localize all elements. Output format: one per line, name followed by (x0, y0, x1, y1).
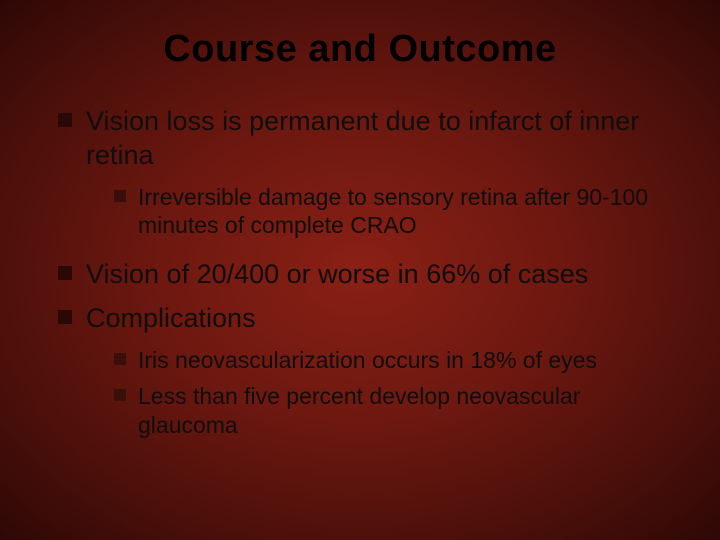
bullet-item: Vision loss is permanent due to infarct … (48, 105, 672, 173)
sub-bullet-item: Less than five percent develop neovascul… (48, 382, 672, 440)
bullet-text: Irreversible damage to sensory retina af… (138, 183, 672, 241)
square-bullet-icon (114, 190, 126, 202)
bullet-text: Less than five percent develop neovascul… (138, 382, 672, 440)
square-bullet-icon (58, 113, 72, 127)
bullet-item: Complications (48, 302, 672, 336)
sub-bullet-item: Iris neovascularization occurs in 18% of… (48, 346, 672, 375)
slide-title: Course and Outcome (48, 28, 672, 71)
bullet-item: Vision of 20/400 or worse in 66% of case… (48, 258, 672, 292)
bullet-text: Iris neovascularization occurs in 18% of… (138, 346, 597, 375)
square-bullet-icon (114, 389, 126, 401)
sub-bullet-item: Irreversible damage to sensory retina af… (48, 183, 672, 241)
bullet-text: Complications (86, 302, 256, 336)
square-bullet-icon (114, 353, 126, 365)
bullet-text: Vision of 20/400 or worse in 66% of case… (86, 258, 588, 292)
slide-container: Course and Outcome Vision loss is perman… (0, 0, 720, 540)
bullet-text: Vision loss is permanent due to infarct … (86, 105, 672, 173)
square-bullet-icon (58, 266, 72, 280)
square-bullet-icon (58, 310, 72, 324)
